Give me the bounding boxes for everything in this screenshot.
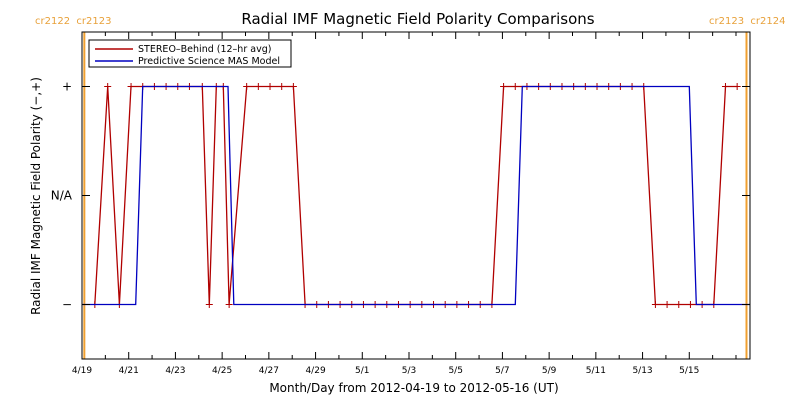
carrington-label-left: cr2122 cr2123 bbox=[35, 16, 111, 27]
y-tick-label: − bbox=[62, 298, 72, 312]
x-tick-label: 4/29 bbox=[305, 366, 325, 376]
series-0-marker bbox=[721, 83, 729, 90]
series-0-marker bbox=[266, 83, 274, 90]
chart-title: Radial IMF Magnetic Field Polarity Compa… bbox=[241, 10, 594, 28]
series-0-marker bbox=[511, 83, 519, 90]
x-tick-label: 5/15 bbox=[679, 366, 699, 376]
carrington-label-right: cr2123 cr2124 bbox=[709, 16, 785, 27]
series-0-marker bbox=[675, 301, 683, 308]
x-tick-label: 4/23 bbox=[165, 366, 185, 376]
x-tick-label: 5/3 bbox=[402, 366, 416, 376]
series-0-marker bbox=[243, 83, 251, 90]
x-tick-label: 5/1 bbox=[355, 366, 369, 376]
series-0-marker bbox=[289, 83, 297, 90]
x-tick-label: 5/7 bbox=[495, 366, 509, 376]
series-0-marker bbox=[104, 83, 112, 90]
x-tick-label: 5/11 bbox=[586, 366, 606, 376]
series-0-marker bbox=[278, 83, 286, 90]
series-0-marker bbox=[663, 301, 671, 308]
series-layer bbox=[82, 83, 750, 308]
series-0-marker bbox=[127, 83, 135, 90]
series-0-marker bbox=[205, 301, 213, 308]
legend-label-model: Predictive Science MAS Model bbox=[138, 56, 280, 67]
y-axis-label: Radial IMF Magnetic Field Polarity (−,+) bbox=[29, 77, 43, 315]
series-line-0 bbox=[94, 85, 738, 306]
legend-box bbox=[88, 39, 292, 68]
series-0-marker bbox=[225, 301, 233, 308]
x-tick-label: 4/21 bbox=[119, 366, 139, 376]
series-0-marker bbox=[733, 83, 741, 90]
x-tick-label: 4/19 bbox=[72, 366, 92, 376]
y-ticks: + N/A − bbox=[51, 80, 750, 312]
x-ticks: 4/19 4/21 4/23 4/25 4/27 4/29 5/1 5/3 5/5 5/7 5/9 5… bbox=[72, 32, 737, 376]
series-line-1 bbox=[82, 85, 750, 306]
carrington-boundaries bbox=[83, 32, 748, 359]
y-tick-label: N/A bbox=[51, 189, 73, 203]
x-tick-label: 5/5 bbox=[448, 366, 462, 376]
x-tick-label: 5/9 bbox=[542, 366, 557, 376]
x-tick-label: 4/27 bbox=[259, 366, 279, 376]
series-0-marker bbox=[254, 83, 262, 90]
x-tick-label: 5/13 bbox=[632, 366, 652, 376]
series-0-marker bbox=[651, 301, 659, 308]
series-0-marker bbox=[686, 301, 694, 308]
series-0-marker bbox=[500, 83, 508, 90]
legend: STEREO–Behind (12–hr avg) Predictive Sci… bbox=[88, 39, 292, 68]
y-tick-label: + bbox=[62, 80, 72, 94]
legend-label-stereo: STEREO–Behind (12–hr avg) bbox=[138, 44, 271, 55]
x-tick-label: 4/25 bbox=[212, 366, 232, 376]
x-axis-label: Month/Day from 2012-04-19 to 2012-05-16 … bbox=[269, 381, 558, 395]
